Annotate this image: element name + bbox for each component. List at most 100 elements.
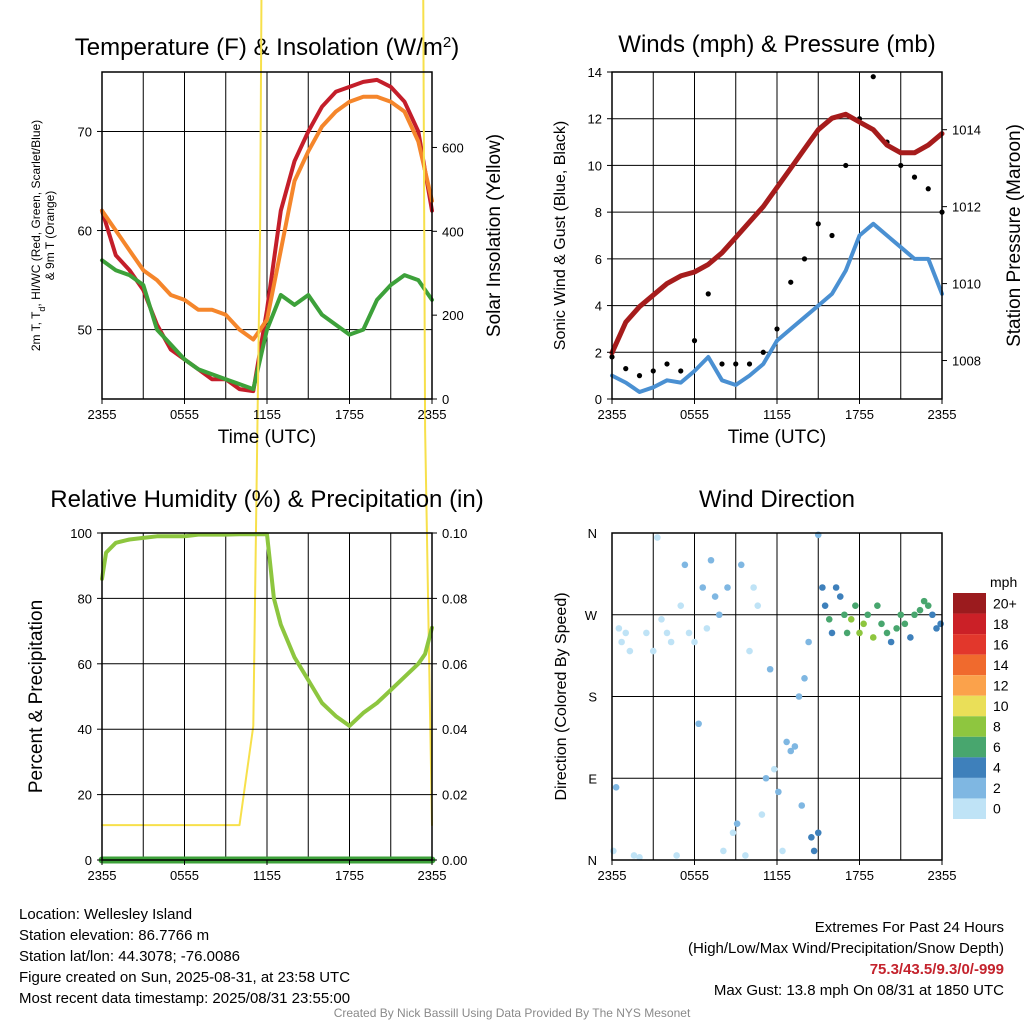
chart-title: Winds (mph) & Pressure (mb) (618, 31, 935, 58)
direction-point (825, 615, 833, 623)
direction-point (685, 629, 693, 637)
direction-point (663, 629, 671, 637)
colorbar-cell (953, 716, 986, 737)
series-line-1 (100, 532, 434, 728)
y-tick-label: 8 (595, 205, 602, 220)
chart-panel-1: Temperature (F) & Insolation (W/m2) 2355 0… (29, 0, 505, 827)
x-tick-label: 2355 (88, 407, 117, 422)
y2-tick-label: 0.10 (442, 526, 467, 541)
y-tick-label: 80 (78, 591, 92, 606)
colorbar-unit: mph (990, 574, 1017, 590)
direction-point (691, 638, 698, 646)
y2-tick-label: 0.00 (442, 853, 467, 868)
colorbar-cell (953, 675, 986, 696)
colorbar-label: 8 (993, 719, 1001, 735)
gust-point (733, 361, 739, 367)
station-latlon: Station lat/lon: 44.3078; -76.0086 (19, 948, 241, 965)
direction-point (869, 634, 877, 641)
direction-point (729, 829, 737, 837)
y-axis-label: Sonic Wind & Gust (Blue, Black) (552, 121, 569, 350)
y-tick-label: 60 (78, 657, 92, 672)
colorbar-cell (953, 757, 986, 778)
y2-tick-label: 0.06 (442, 657, 467, 672)
y-tick-label: 0 (595, 392, 602, 407)
chart-title: Relative Humidity (%) & Precipitation (i… (50, 486, 483, 513)
direction-point (929, 611, 936, 619)
y2-tick-label: 400 (442, 224, 464, 239)
y-axis-label-line2: & 9m T (Orange) (43, 191, 57, 281)
colorbar-cell (953, 798, 986, 819)
direction-point (636, 853, 643, 861)
x-tick-label: 1155 (763, 407, 791, 422)
y-tick-label: 60 (78, 224, 92, 239)
x-tick-label: 1155 (253, 868, 281, 883)
direction-point (654, 534, 661, 541)
chart-panel-3: Relative Humidity (%) & Precipitation (i… (26, 486, 484, 883)
direction-point (852, 602, 859, 609)
x-tick-label: 1755 (845, 868, 874, 883)
figure-created: Figure created on Sun, 2025-08-31, at 23… (19, 969, 351, 986)
direction-point (775, 788, 782, 796)
y2-tick-label: 200 (442, 308, 464, 323)
direction-point (916, 606, 924, 614)
direction-point (737, 561, 745, 569)
direction-point (911, 611, 918, 619)
colorbar-label: 10 (993, 698, 1009, 714)
direction-point (770, 765, 778, 773)
direction-point (695, 720, 702, 728)
direction-point (758, 811, 766, 818)
x-tick-label: 0555 (170, 407, 199, 422)
direction-point (841, 611, 848, 619)
gust-point (774, 326, 780, 332)
extremes-subtitle: (High/Low/Max Wind/Precipitation/Snow De… (688, 940, 1004, 957)
y-tick-label: E (588, 771, 597, 786)
series-line-3 (100, 94, 434, 342)
chart-title: Temperature (F) & Insolation (W/m2) (75, 34, 459, 62)
direction-point (897, 611, 905, 619)
x-tick-label: 2355 (928, 407, 957, 422)
y-tick-label: N (588, 853, 597, 868)
y-tick-label: S (588, 690, 597, 705)
direction-point (630, 852, 638, 859)
station-info: Location: Wellesley Island Station eleva… (19, 904, 350, 1009)
direction-point (649, 647, 657, 655)
direction-point (699, 584, 707, 591)
direction-point (893, 625, 900, 632)
direction-point (643, 629, 650, 637)
direction-point (626, 647, 634, 655)
y-axis-label: 2m T, Td, HI/WC (Red, Green, Scarlet/Blu… (29, 120, 47, 351)
y-tick-label: 70 (78, 124, 92, 139)
y-tick-label: N (588, 526, 597, 541)
direction-point (887, 638, 895, 646)
direction-point (762, 774, 770, 782)
colorbar-cell (953, 613, 986, 635)
direction-point (808, 833, 815, 841)
colorbar-label: 20+ (993, 595, 1017, 611)
colorbar-cell (953, 695, 986, 717)
direction-point (798, 802, 806, 809)
x-tick-label: 1755 (335, 868, 364, 883)
y2-tick-label: 0.08 (442, 591, 467, 606)
x-tick-label: 2355 (88, 868, 117, 883)
station-location: Location: Wellesley Island (19, 906, 193, 923)
direction-point (622, 629, 630, 637)
gust-point (829, 232, 835, 239)
direction-point (715, 611, 723, 619)
direction-point (746, 647, 753, 655)
x-tick-label: 0555 (680, 407, 709, 422)
colorbar-label: 6 (993, 739, 1001, 755)
x-tick-label: 2355 (598, 868, 627, 883)
direction-point (677, 602, 685, 609)
recent-timestamp: Most recent data timestamp: 2025/08/31 2… (19, 990, 351, 1007)
y-tick-label: 14 (588, 65, 602, 80)
x-tick-label: 0555 (170, 868, 199, 883)
series-line-2 (100, 258, 434, 392)
colorbar-label: 4 (993, 760, 1001, 776)
gust-point (898, 162, 904, 169)
direction-point (907, 634, 914, 641)
direction-point (658, 615, 665, 623)
y-tick-label: 50 (78, 323, 92, 338)
direction-point (618, 638, 625, 646)
